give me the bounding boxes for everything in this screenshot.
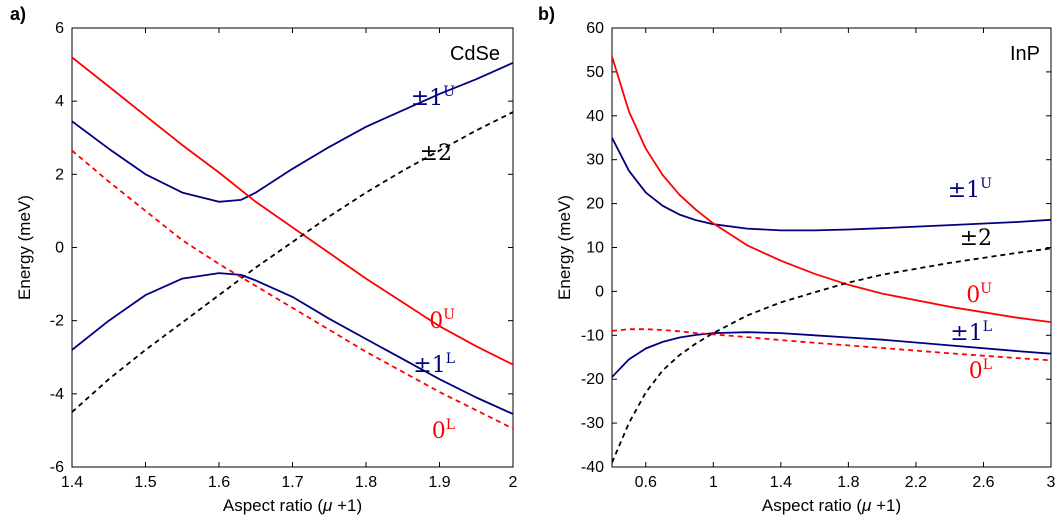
- x-axis-title-prefix: Aspect ratio (: [762, 496, 862, 515]
- x-axis-title-symbol: μ: [861, 496, 872, 515]
- series-label-4: 0L: [432, 417, 455, 444]
- series-line-2: [72, 111, 513, 413]
- x-tick-label: 2: [509, 474, 518, 491]
- y-axis-title: Energy (meV): [15, 195, 34, 300]
- series-label-main: ±1: [411, 86, 443, 111]
- series-label-main: 0: [969, 359, 983, 384]
- series-line-4: [72, 149, 513, 430]
- y-tick-label: 20: [586, 196, 604, 213]
- series-label-main: 0: [432, 419, 446, 444]
- x-tick-label: 1.8: [355, 474, 377, 491]
- x-axis-title-prefix: Aspect ratio (: [223, 496, 323, 515]
- x-tick-label: 1.4: [770, 474, 792, 491]
- y-tick-label: 60: [586, 20, 604, 37]
- x-axis-title-suffix: +1): [871, 496, 901, 515]
- series-label-main: ±1: [948, 178, 980, 203]
- series-label-2: ±2: [420, 141, 452, 166]
- series-label-2: ±2: [960, 226, 992, 251]
- x-tick-label: 1.4: [61, 474, 83, 491]
- series-line-1: [612, 56, 1051, 323]
- y-tick-label: 2: [55, 166, 64, 183]
- series-line-3: [612, 331, 1051, 378]
- series-line-1: [72, 56, 513, 366]
- series-label-sup: U: [443, 307, 455, 323]
- series-label-main: ±1: [950, 321, 982, 346]
- series-label-3: ±1L: [413, 351, 455, 378]
- series-label-1: 0U: [429, 307, 455, 334]
- y-tick-label: -40: [581, 459, 604, 476]
- x-axis-title-suffix: +1): [332, 496, 362, 515]
- x-axis-title-symbol: μ: [322, 496, 333, 515]
- y-axis-title: Energy (meV): [555, 195, 574, 300]
- y-tick-label: 10: [586, 240, 604, 257]
- y-tick-label: 4: [55, 93, 64, 110]
- series-label-main: ±2: [420, 141, 452, 166]
- series-line-0: [72, 61, 513, 203]
- series-group: [72, 56, 513, 430]
- y-tick-label: 40: [586, 108, 604, 125]
- y-tick-label: 50: [586, 64, 604, 81]
- series-label-main: 0: [966, 283, 980, 308]
- y-tick-label: -4: [50, 386, 64, 403]
- series-label-1: 0U: [966, 281, 992, 308]
- panel-letter: a): [10, 4, 26, 24]
- series-label-main: ±2: [960, 226, 992, 251]
- series-label-0: ±1U: [411, 84, 455, 111]
- series-label-sup: L: [446, 417, 455, 433]
- x-tick-label: 1.6: [208, 474, 230, 491]
- x-tick-label: 1.9: [428, 474, 450, 491]
- material-label: CdSe: [450, 43, 500, 65]
- x-tick-label: 0.6: [635, 474, 657, 491]
- y-tick-label: 30: [586, 152, 604, 169]
- x-tick-label: 1.7: [281, 474, 303, 491]
- x-tick-label: 1: [709, 474, 718, 491]
- y-tick-label: 6: [55, 20, 64, 37]
- series-label-sup: L: [983, 319, 992, 335]
- y-tick-label: -20: [581, 371, 604, 388]
- series-label-4: 0L: [969, 357, 992, 384]
- series-label-main: 0: [429, 309, 443, 334]
- series-label-sup: U: [443, 84, 455, 100]
- series-label-sup: U: [980, 176, 992, 192]
- x-tick-label: 2.2: [905, 474, 927, 491]
- series-line-3: [72, 272, 513, 415]
- series-line-0: [612, 137, 1051, 232]
- x-tick-label: 1.5: [134, 474, 156, 491]
- series-label-0: ±1U: [948, 176, 992, 203]
- y-tick-label: -30: [581, 415, 604, 432]
- chart-panel-a: 1.4 1.5 1.6 1.7 1.8 1.9 2-6-4-20246±1U0U±2±1L0…: [10, 4, 518, 515]
- series-label-sup: L: [446, 351, 455, 367]
- x-axis-title: Aspect ratio (μ +1): [762, 496, 901, 515]
- series-line-4: [612, 328, 1051, 362]
- material-label: InP: [1010, 43, 1040, 65]
- panel-letter: b): [538, 4, 555, 24]
- x-tick-label: 1.8: [837, 474, 859, 491]
- y-tick-label: 0: [595, 283, 604, 300]
- y-tick-label: -10: [581, 327, 604, 344]
- x-tick-label: 3: [1047, 474, 1056, 491]
- series-label-3: ±1L: [950, 319, 992, 346]
- series-label-sup: L: [983, 357, 992, 373]
- x-axis-title: Aspect ratio (μ +1): [223, 496, 362, 515]
- y-tick-label: -6: [50, 459, 64, 476]
- y-tick-label: 0: [55, 240, 64, 257]
- chart-panel-b: 0.6 1 1.4 1.8 2.2 2.6 3 -40 -30 -20 -10 0 10 20 30 40 50…: [538, 4, 1056, 515]
- y-tick-label: -2: [50, 313, 64, 330]
- x-tick-label: 2.6: [972, 474, 994, 491]
- series-label-main: ±1: [413, 353, 445, 378]
- series-group: [612, 56, 1051, 463]
- series-label-sup: U: [980, 281, 992, 297]
